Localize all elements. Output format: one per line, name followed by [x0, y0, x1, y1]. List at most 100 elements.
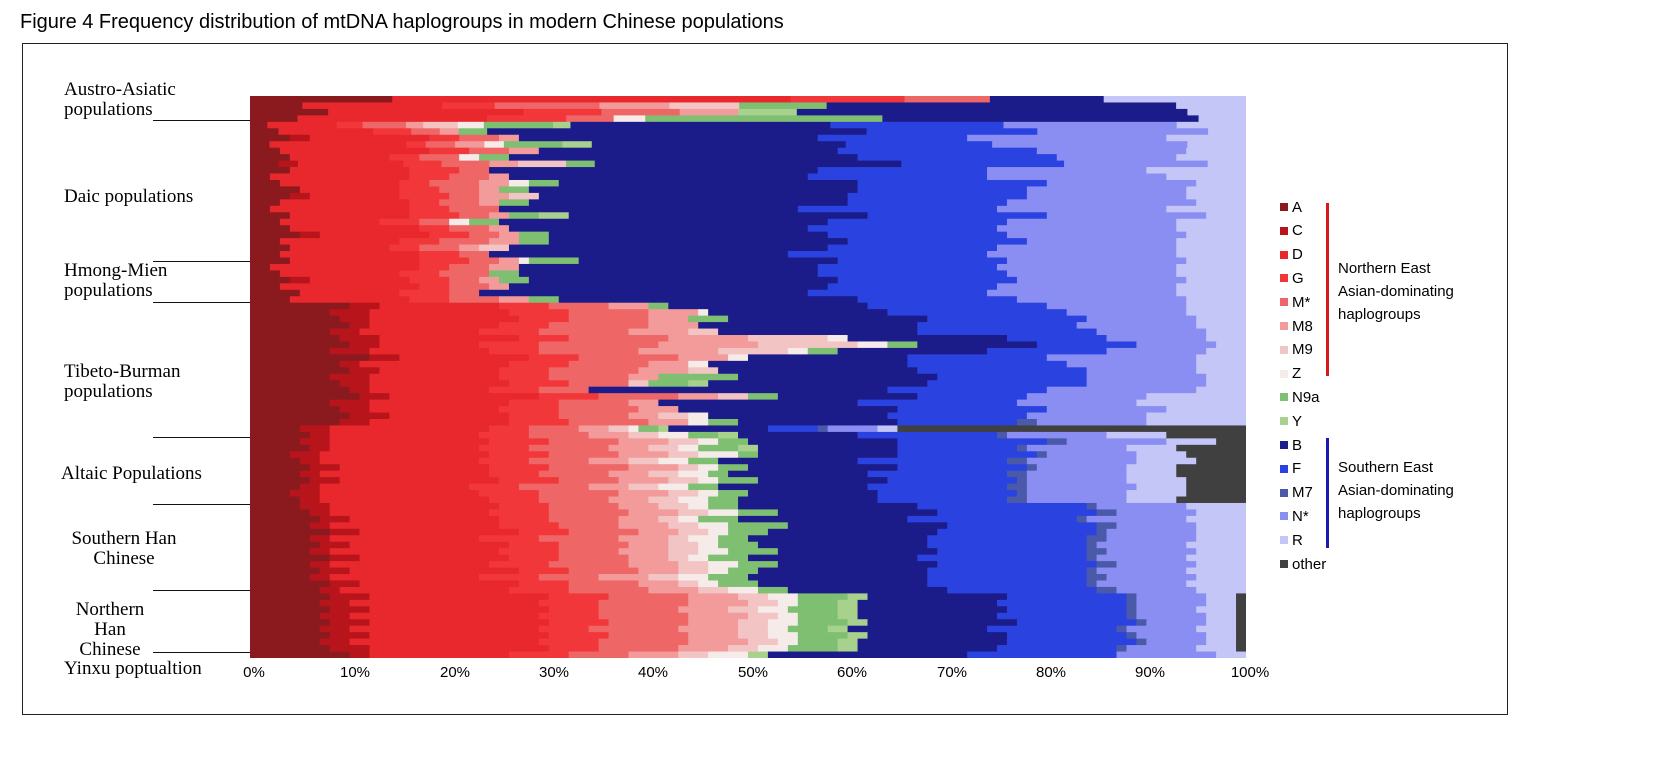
bar-segment-n-star: [1006, 431, 1107, 439]
bar-segment-r: [1196, 315, 1246, 323]
bar-segment-c: [349, 412, 390, 420]
bar-segment-z: [678, 515, 699, 523]
bar-segment-m-star: [548, 322, 649, 329]
stacked-bar-chart: [250, 96, 1246, 658]
legend-label: B: [1292, 436, 1303, 454]
bar-segment-m8: [588, 483, 629, 491]
bar-segment-m9: [678, 561, 709, 568]
bar-segment-d: [329, 425, 490, 433]
group-label-altaic: Altaic Populations: [61, 463, 202, 484]
bar-segment-m-star: [518, 483, 590, 491]
bar-segment-m8: [688, 619, 739, 627]
bar-segment-n-star: [1016, 276, 1187, 284]
bar-segment-z: [449, 218, 470, 226]
bar-segment-n9a: [503, 141, 563, 149]
separator-line: [153, 652, 253, 653]
legend-label: D: [1292, 246, 1303, 264]
bar-segment-g: [508, 380, 570, 388]
bar-segment-f: [897, 438, 1048, 446]
bar-segment-f: [897, 418, 1018, 426]
bar-segment-m8: [479, 199, 500, 207]
bar-segment-a: [250, 490, 291, 497]
bar-segment-b: [867, 632, 1008, 640]
bar-segment-g: [409, 296, 450, 304]
bar-segment-b: [738, 373, 938, 381]
bar-segment-m-star: [528, 425, 580, 433]
bar-segment-n-star: [1116, 522, 1197, 530]
bar-segment-c: [339, 360, 360, 368]
bar-segment-m9: [718, 347, 789, 355]
bar-segment-z: [767, 593, 799, 601]
bar-segment-f: [857, 431, 998, 439]
bar-segment-a: [250, 186, 301, 194]
bar-segment-r: [1206, 380, 1246, 388]
bar-segment-m-star: [558, 412, 629, 420]
bar-segment-b: [857, 638, 1008, 646]
bar-segment-b: [588, 386, 888, 394]
bar-segment-n9a: [645, 115, 883, 123]
bar-segment-b: [847, 335, 1008, 342]
bar-segment-d: [389, 412, 510, 420]
bar-segment-d: [289, 257, 420, 265]
legend-item: G: [1280, 269, 1304, 287]
bar-segment-f: [927, 541, 1088, 549]
bar-segment-f: [867, 212, 1048, 220]
bar-segment-y: [837, 612, 858, 620]
bar-segment-f: [937, 509, 1097, 517]
bar-segment-d: [369, 315, 520, 323]
bar-segment-m9: [738, 625, 769, 633]
bar-segment-y: [738, 444, 759, 452]
bar-segment-m-star: [449, 276, 480, 284]
bar-segment-m8: [479, 186, 500, 194]
bar-segment-b: [479, 289, 809, 297]
bar-segment-b: [857, 599, 998, 607]
bar-segment-d: [309, 192, 400, 200]
bar-segment-c: [329, 645, 370, 652]
bar-segment-f: [807, 225, 998, 233]
bar-segment-c: [329, 554, 360, 562]
bar-segment-m8: [679, 108, 739, 116]
bar-segment-d: [379, 341, 480, 349]
bar-segment-m-star: [568, 380, 629, 388]
group-label-southern-han: Southern Han Chinese: [71, 528, 177, 569]
bar-segment-a: [250, 496, 301, 504]
bar-segment-g: [399, 270, 440, 278]
bar-segment-m8: [678, 606, 729, 614]
bar-segment-m8: [479, 192, 510, 200]
figure-title: Figure 4 Frequency distribution of mtDNA…: [20, 11, 784, 33]
bar-segment-f: [845, 141, 993, 149]
bar-segment-b: [678, 406, 898, 413]
bar-segment-m-star: [419, 218, 450, 226]
bar-segment-m8: [648, 360, 689, 368]
bar-segment-m8: [628, 399, 659, 407]
bar-segment-a: [250, 528, 331, 536]
bar-segment-g: [489, 470, 540, 478]
bar-segment-n-star: [1026, 470, 1127, 478]
bar-segment-z: [658, 431, 689, 439]
bar-segment-f: [767, 425, 819, 433]
figure-frame: [22, 43, 1508, 715]
legend-item: F: [1280, 460, 1301, 478]
bar-segment-f: [927, 574, 1088, 581]
bar-segment-c: [329, 632, 370, 640]
legend-label: R: [1292, 531, 1303, 549]
bar-segment-m-star: [459, 251, 490, 258]
bar-segment-b: [489, 251, 789, 258]
bar-segment-c: [349, 367, 380, 375]
bar-segment-a: [250, 205, 271, 213]
bar-segment-b: [787, 522, 948, 530]
bar-segment-d: [359, 328, 480, 336]
legend-swatch: [1280, 512, 1288, 521]
bar-segment-c: [289, 192, 311, 200]
bar-segment-r: [1176, 102, 1246, 110]
bar-segment-m-star: [439, 186, 480, 194]
group-label-hmong-mien: Hmong-Mien populations: [64, 260, 168, 301]
bar-segment-a: [250, 179, 281, 187]
bar-segment-m-star: [601, 108, 681, 116]
bar-segment-m-star: [568, 360, 649, 368]
bar-segment-a: [250, 625, 321, 633]
bar-segment-b: [548, 231, 829, 239]
bar-segment-n9a: [748, 393, 779, 401]
bar-segment-b: [748, 535, 928, 543]
bar-segment-n-star: [997, 283, 1177, 291]
